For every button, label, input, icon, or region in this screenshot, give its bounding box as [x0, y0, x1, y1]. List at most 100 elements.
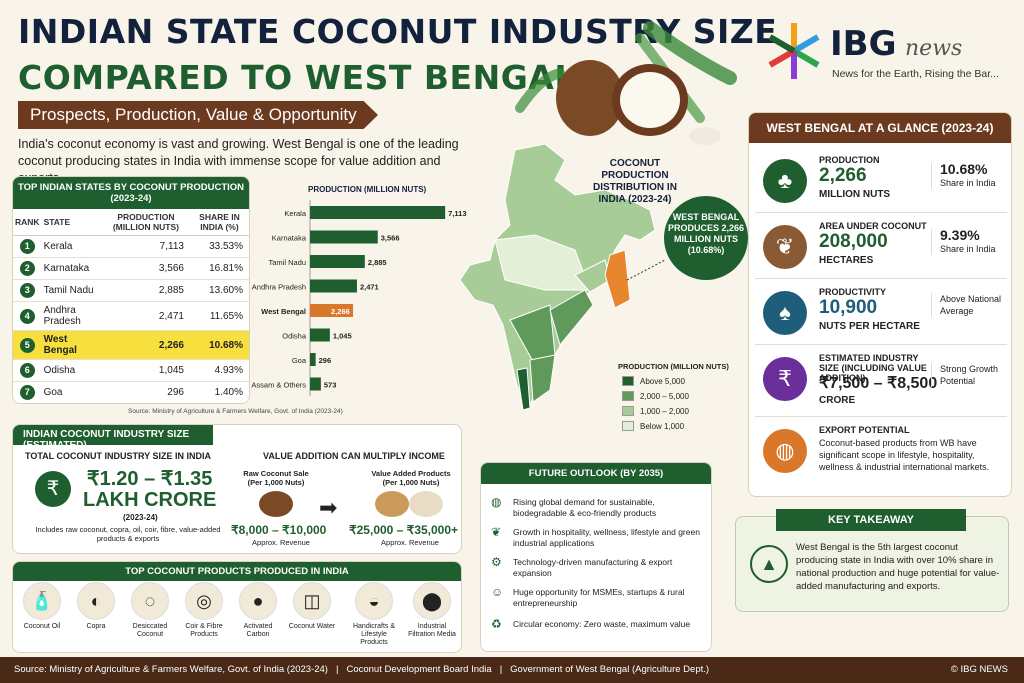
key-takeaway: KEY TAKEAWAY ▲ West Bengal is the 5th la…	[735, 509, 1009, 612]
bar	[310, 255, 365, 268]
state-cell: Andhra Pradesh	[41, 301, 102, 331]
future-item: ⚙ Technology-driven manufacturing & expor…	[491, 555, 673, 578]
rank-badge: 5	[19, 337, 35, 353]
filter-media-icon: ⬤	[413, 582, 451, 620]
bar	[310, 304, 354, 317]
table-title: TOP INDIAN STATES BY COCONUT PRODUCTION …	[13, 177, 249, 209]
value-product-icon	[375, 491, 409, 517]
future-item: ❦ Growth in hospitality, wellness, lifest…	[491, 525, 700, 548]
coir-icon: ◎	[185, 582, 223, 620]
recycle-icon: ♻	[491, 617, 502, 631]
legend-title: PRODUCTION (MILLION NUTS)	[618, 362, 729, 371]
water-glass-icon: ◫	[293, 582, 331, 620]
gear-icon: ⚙	[491, 555, 502, 569]
state-cell: Tamil Nadu	[41, 279, 102, 302]
table-row: 6 Odisha 1,045 4.93%	[13, 359, 249, 382]
future-item: ☺ Huge opportunity for MSMEs, startups & …	[491, 585, 685, 608]
globe-icon: ◍	[763, 429, 807, 473]
products-title: TOP COCONUT PRODUCTS PRODUCED IN INDIA	[13, 562, 461, 581]
prod-cell: 1,045	[101, 359, 190, 382]
subtitle-banner: Prospects, Production, Value & Opportuni…	[18, 101, 378, 129]
product-item: 🧴 Coconut Oil	[17, 582, 67, 631]
value-label: 7,113	[448, 209, 466, 218]
table-row: 5 West Bengal 2,266 10.68%	[13, 330, 249, 360]
handicraft-icon: ◒	[355, 582, 393, 620]
category-label: Tamil Nadu	[268, 258, 306, 267]
product-item: ⬤ Industrial Filtration Media	[407, 582, 457, 639]
category-label: Odisha	[282, 332, 307, 341]
footer: Source: Ministry of Agriculture & Farmer…	[0, 657, 1024, 683]
industry-title: INDIAN COCONUT INDUSTRY SIZE (ESTIMATED)	[13, 425, 213, 451]
production-bar-chart: PRODUCTION (MILLION NUTS) Kerala 7,113 Karn…	[251, 185, 467, 396]
prod-cell: 296	[101, 381, 190, 403]
table-row: 2 Karnataka 3,566 16.81%	[13, 257, 249, 280]
key-text: West Bengal is the 5th largest coconut p…	[796, 542, 1000, 592]
bar	[310, 230, 378, 244]
product-item: ◫ Coconut Water	[287, 582, 337, 631]
rank-badge: 1	[19, 239, 35, 254]
table-row: 7 Goa 296 1.40%	[13, 381, 249, 403]
bar	[310, 353, 316, 366]
coconut-illustration	[515, 21, 737, 145]
future-title: FUTURE OUTLOOK (BY 2035)	[481, 463, 711, 484]
state-cell: Odisha	[41, 359, 102, 382]
legend-item: 2,000 – 5,000	[622, 391, 738, 401]
key-title: KEY TAKEAWAY	[776, 509, 966, 531]
value-label: 3,566	[381, 234, 400, 243]
value-label: 2,471	[360, 283, 379, 292]
state-cell: Karnataka	[41, 257, 102, 280]
value-label: 2,266	[331, 307, 350, 316]
rank-badge: 3	[19, 283, 35, 298]
future-item: ◍ Rising global demand for sustainable, b…	[491, 495, 657, 518]
value-label: 573	[324, 381, 337, 390]
bar	[310, 328, 330, 342]
raw-coconut-icon	[259, 491, 293, 517]
source-note: Source: Ministry of Agriculture & Farmer…	[128, 408, 343, 415]
rank-badge: 7	[19, 385, 35, 400]
tree-icon: ♠	[763, 291, 807, 335]
rank-badge: 4	[19, 308, 35, 324]
share-cell: 2.70%	[190, 404, 249, 405]
col-prod: PRODUCTION (MILLION NUTS)	[101, 209, 190, 236]
industry-big-value: ₹1.20 – ₹1.35 LAKH CRORE	[83, 468, 217, 511]
growth-chart-icon: ▲	[750, 545, 788, 583]
prod-cell: 2,885	[101, 279, 190, 302]
bar	[310, 279, 357, 293]
future-item: ♻ Circular economy: Zero waste, maximum v…	[491, 617, 691, 631]
page-title-line2: COMPARED TO WEST BENGAL	[18, 58, 576, 97]
prod-cell: 3,566	[101, 257, 190, 280]
prod-cell: 2,266	[101, 330, 190, 360]
value-product-icon-2	[409, 491, 443, 517]
legend-item: 1,000 – 2,000	[622, 406, 738, 416]
share-cell: 11.65%	[189, 301, 249, 331]
category-label: West Bengal	[261, 307, 306, 316]
share-cell: 33.53%	[189, 235, 249, 258]
col-rank: RANK	[13, 209, 42, 236]
future-outlook: FUTURE OUTLOOK (BY 2035) ◍ Rising global …	[480, 462, 712, 652]
product-item: ◐ Copra	[71, 582, 121, 631]
rank-badge: 6	[19, 363, 35, 378]
prod-cell: 573	[102, 404, 190, 405]
palm-icon: ♣	[763, 159, 807, 203]
top-products: TOP COCONUT PRODUCTS PRODUCED IN INDIA 🧴…	[12, 561, 462, 653]
category-label: Kerala	[284, 209, 307, 218]
globe-icon: ◍	[491, 495, 502, 509]
share-cell: 1.40%	[189, 381, 249, 403]
glance-area: ❦ AREA UNDER COCONUT 208,000 HECTARES 9.…	[755, 215, 1007, 279]
table-row: 4 Andhra Pradesh 2,471 11.65%	[13, 301, 249, 331]
carbon-icon: ●	[239, 582, 277, 620]
industry-size: INDIAN COCONUT INDUSTRY SIZE (ESTIMATED)…	[12, 424, 462, 554]
share-cell: 16.81%	[189, 257, 249, 280]
desiccated-icon: ◌	[131, 582, 169, 620]
glance-export: ◍ EXPORT POTENTIAL Coconut-based product…	[755, 419, 1007, 495]
logo-tagline: News for the Earth, Rising the Bar...	[832, 68, 999, 80]
arrow-right-icon: ➡	[319, 495, 338, 520]
map-legend: PRODUCTION (MILLION NUTS) Above 5,000 2,…	[618, 362, 738, 431]
glance-productivity: ♠ PRODUCTIVITY 10,900 NUTS PER HECTARE A…	[755, 281, 1007, 345]
plant-icon: ❦	[763, 225, 807, 269]
rupee-icon: ₹	[763, 357, 807, 401]
oil-bottle-icon: 🧴	[23, 582, 61, 620]
wb-at-a-glance: WEST BENGAL AT A GLANCE (2023-24) ♣ PROD…	[748, 112, 1012, 497]
col-share: SHARE IN INDIA (%)	[189, 209, 249, 236]
legend-item: Above 5,000	[622, 376, 738, 386]
